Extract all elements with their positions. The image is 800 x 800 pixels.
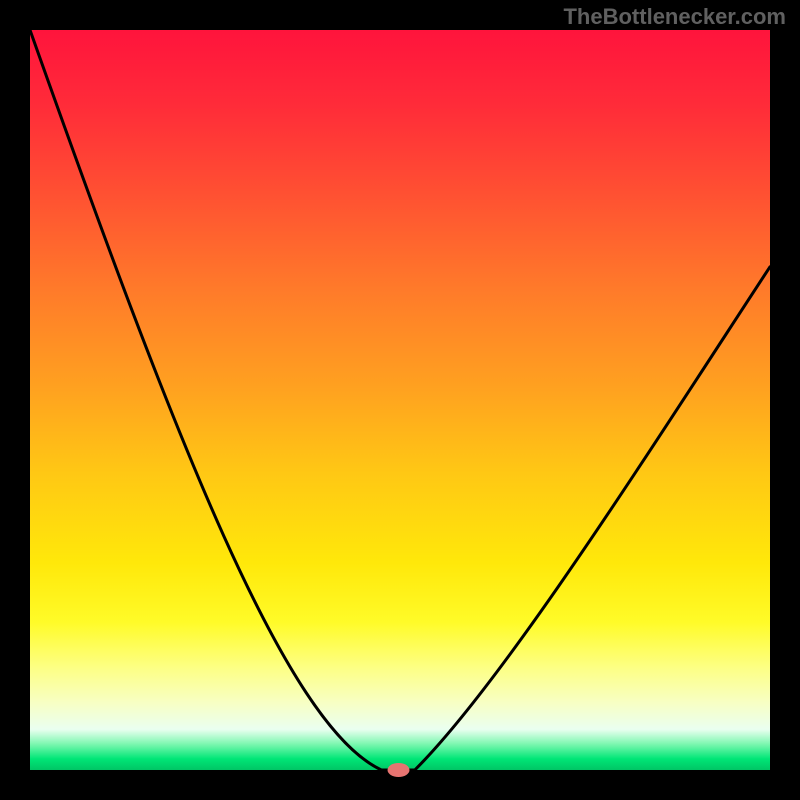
chart-canvas: TheBottlenecker.com	[0, 0, 800, 800]
optimum-marker	[388, 763, 410, 777]
plot-area	[30, 30, 770, 770]
chart-svg	[0, 0, 800, 800]
